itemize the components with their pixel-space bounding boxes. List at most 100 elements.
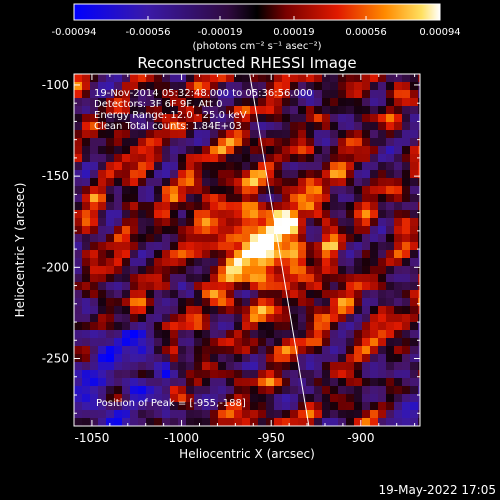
heatmap-cell — [322, 330, 330, 338]
heatmap-cell — [178, 394, 186, 402]
heatmap-cell — [354, 242, 362, 250]
heatmap-cell — [354, 322, 362, 330]
heatmap-cell — [258, 346, 266, 354]
heatmap-cell — [82, 74, 90, 82]
heatmap-cell — [274, 90, 282, 98]
heatmap-cell — [146, 314, 154, 322]
heatmap-cell — [226, 162, 234, 170]
heatmap-cell — [290, 234, 298, 242]
heatmap-cell — [186, 146, 194, 154]
heatmap-cell — [402, 330, 410, 338]
heatmap-cell — [258, 402, 266, 410]
heatmap-cell — [322, 410, 330, 418]
heatmap-cell — [178, 162, 186, 170]
heatmap-cell — [266, 234, 274, 242]
heatmap-cell — [418, 226, 420, 234]
heatmap-cell — [122, 114, 130, 122]
heatmap-cell — [234, 274, 242, 282]
heatmap-cell — [130, 194, 138, 202]
heatmap-cell — [114, 402, 122, 410]
heatmap-cell — [90, 378, 98, 386]
heatmap-cell — [234, 130, 242, 138]
heatmap-cell — [210, 202, 218, 210]
heatmap-cell — [146, 122, 154, 130]
heatmap-cell — [210, 242, 218, 250]
heatmap-cell — [306, 298, 314, 306]
heatmap-cell — [290, 314, 298, 322]
heatmap-cell — [402, 418, 410, 426]
heatmap-cell — [370, 90, 378, 98]
heatmap-cell — [146, 170, 154, 178]
heatmap-cell — [410, 170, 418, 178]
heatmap-cell — [218, 402, 226, 410]
heatmap-cell — [394, 290, 402, 298]
heatmap-cell — [146, 370, 154, 378]
heatmap-cell — [418, 386, 420, 394]
heatmap-cell — [234, 218, 242, 226]
heatmap-cell — [202, 250, 210, 258]
heatmap-cell — [226, 338, 234, 346]
heatmap-cell — [282, 194, 290, 202]
heatmap-cell — [266, 402, 274, 410]
heatmap-cell — [418, 74, 420, 82]
heatmap-cell — [74, 250, 82, 258]
heatmap-cell — [106, 170, 114, 178]
heatmap-cell — [234, 114, 242, 122]
heatmap-cell — [354, 250, 362, 258]
heatmap-cell — [306, 378, 314, 386]
heatmap-cell — [90, 122, 98, 130]
heatmap-cell — [330, 98, 338, 106]
heatmap-cell — [418, 394, 420, 402]
heatmap-cell — [418, 146, 420, 154]
heatmap-cell — [242, 106, 250, 114]
heatmap-cell — [282, 138, 290, 146]
heatmap-cell — [122, 106, 130, 114]
heatmap-cell — [370, 138, 378, 146]
heatmap-cell — [418, 98, 420, 106]
heatmap-cell — [258, 194, 266, 202]
heatmap-cell — [218, 90, 226, 98]
heatmap-cell — [266, 186, 274, 194]
heatmap-cell — [402, 354, 410, 362]
heatmap-cell — [82, 306, 90, 314]
heatmap-cell — [90, 402, 98, 410]
heatmap-cell — [130, 170, 138, 178]
heatmap-cell — [346, 98, 354, 106]
heatmap-cell — [290, 170, 298, 178]
annotation-detectors: Detectors: 3F 6F 9F, Att 0 — [94, 99, 222, 110]
heatmap-cell — [154, 122, 162, 130]
heatmap-cell — [242, 194, 250, 202]
heatmap-cell — [282, 298, 290, 306]
heatmap-cell — [394, 354, 402, 362]
heatmap-cell — [418, 330, 420, 338]
heatmap-cell — [162, 194, 170, 202]
heatmap-cell — [210, 146, 218, 154]
heatmap-cell — [74, 170, 82, 178]
heatmap-cell — [226, 218, 234, 226]
heatmap-cell — [74, 130, 82, 138]
heatmap-cell — [250, 234, 258, 242]
heatmap-cell — [234, 106, 242, 114]
heatmap-cell — [186, 362, 194, 370]
heatmap-cell — [338, 226, 346, 234]
heatmap-cell — [90, 82, 98, 90]
heatmap-cell — [202, 234, 210, 242]
heatmap-cell — [130, 386, 138, 394]
heatmap-cell — [338, 274, 346, 282]
heatmap-cell — [242, 82, 250, 90]
heatmap-cell — [226, 74, 234, 82]
heatmap-cell — [170, 146, 178, 154]
heatmap-cell — [234, 266, 242, 274]
heatmap-cell — [194, 130, 202, 138]
heatmap-cell — [202, 98, 210, 106]
heatmap-cell — [170, 258, 178, 266]
heatmap-cell — [266, 338, 274, 346]
heatmap-cell — [186, 82, 194, 90]
heatmap-cell — [186, 130, 194, 138]
heatmap-cell — [346, 386, 354, 394]
x-axis-ticks: -1050 -1000 -950 -900 — [73, 74, 416, 445]
heatmap-cell — [186, 266, 194, 274]
heatmap-cell — [314, 402, 322, 410]
heatmap-cell — [394, 226, 402, 234]
